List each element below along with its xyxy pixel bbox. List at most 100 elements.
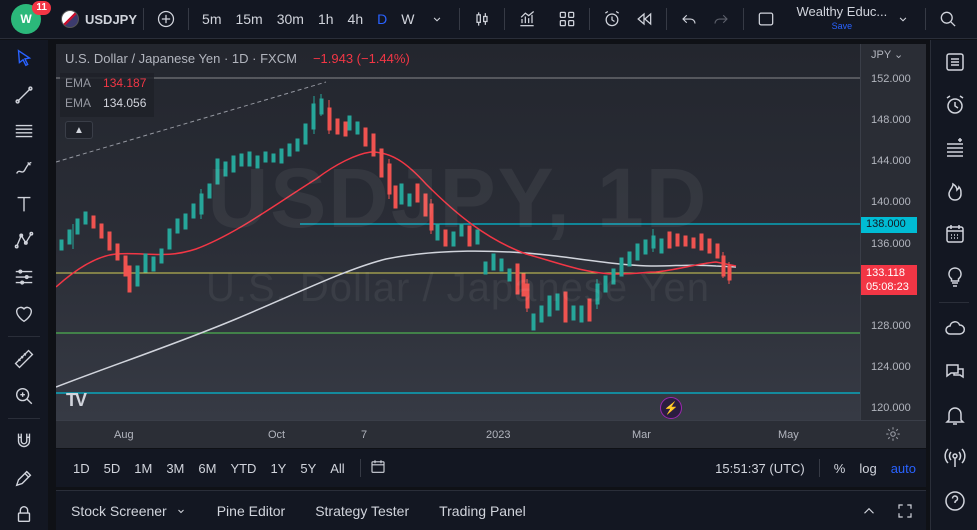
- range-5d[interactable]: 5D: [103, 460, 121, 476]
- chats-button[interactable]: [931, 350, 977, 393]
- text-tool[interactable]: [0, 186, 48, 223]
- log-scale-toggle[interactable]: log: [859, 460, 877, 476]
- hotlists-button[interactable]: [931, 169, 977, 212]
- alerts-button[interactable]: [931, 83, 977, 126]
- chevron-down-icon: [899, 17, 907, 22]
- range-1d[interactable]: 1D: [73, 460, 90, 476]
- replay-button[interactable]: [628, 3, 660, 35]
- layout-selector[interactable]: Wealthy Educ... Save: [796, 5, 887, 33]
- time-tick: Oct: [268, 429, 286, 441]
- zoom-tool[interactable]: [0, 378, 48, 415]
- timeframe-dropdown[interactable]: [421, 3, 453, 35]
- layout-dropdown[interactable]: [887, 3, 919, 35]
- lock-drawings-tool[interactable]: [0, 460, 48, 497]
- goto-date-button[interactable]: [369, 458, 387, 479]
- magnet-tool[interactable]: [0, 423, 48, 460]
- range-5y[interactable]: 5Y: [300, 460, 317, 476]
- search-button[interactable]: [932, 3, 964, 35]
- prediction-tool[interactable]: [0, 259, 48, 296]
- timeframe-15m[interactable]: 15m: [235, 11, 263, 27]
- tab-trading-panel[interactable]: Trading Panel: [439, 502, 526, 519]
- watchlist-button[interactable]: [931, 40, 977, 83]
- templates-button[interactable]: [551, 3, 583, 35]
- lightning-icon[interactable]: ⚡: [660, 397, 682, 419]
- measure-tool[interactable]: [0, 341, 48, 378]
- trendline-tool[interactable]: [0, 77, 48, 114]
- streams-button[interactable]: [931, 307, 977, 350]
- alarm-clock-icon: [946, 94, 963, 114]
- pattern-tool[interactable]: [0, 223, 48, 260]
- text-t-icon: [17, 197, 31, 212]
- timeframe-4h[interactable]: 4h: [347, 11, 364, 27]
- chevron-up-icon[interactable]: [860, 502, 878, 520]
- fullscreen-layout-button[interactable]: [750, 3, 782, 35]
- rewind-icon: [637, 12, 652, 26]
- calendar-range-icon: [371, 459, 385, 473]
- cursor-tool[interactable]: [0, 40, 48, 77]
- range-all[interactable]: All: [330, 460, 345, 476]
- lightbulb-icon: [947, 266, 962, 287]
- time-axis[interactable]: Aug Oct 7 2023 Mar May: [56, 420, 926, 448]
- tab-strategy-tester[interactable]: Strategy Tester: [315, 502, 410, 519]
- notifications-button[interactable]: [931, 393, 977, 436]
- range-ytd[interactable]: YTD: [230, 460, 257, 476]
- timeframe-5m[interactable]: 5m: [202, 11, 222, 27]
- panel-controls: [860, 502, 926, 520]
- undo-icon: [682, 14, 697, 24]
- range-6m[interactable]: 6M: [198, 460, 217, 476]
- tradingview-logo-icon[interactable]: TV: [66, 390, 87, 410]
- symbol-search[interactable]: USDJPY: [61, 10, 137, 28]
- tab-stock-screener[interactable]: Stock Screener: [56, 503, 202, 519]
- horizontal-lines-icon: [15, 125, 33, 138]
- last-price-tag: 133.118 05:08:23: [861, 265, 917, 295]
- brush-tool[interactable]: [0, 150, 48, 187]
- chart-canvas[interactable]: [56, 44, 860, 420]
- range-3m[interactable]: 3M: [166, 460, 185, 476]
- timeframe-d[interactable]: D: [377, 11, 388, 27]
- divider: [188, 8, 190, 30]
- maximize-icon[interactable]: [896, 502, 914, 520]
- square-icon: [759, 12, 774, 26]
- undo-button[interactable]: [673, 3, 705, 35]
- range-1m[interactable]: 1M: [134, 460, 153, 476]
- gear-icon: [886, 427, 900, 441]
- compare-add-symbol-button[interactable]: [150, 3, 182, 35]
- timeframe-1h[interactable]: 1h: [317, 11, 334, 27]
- candles-icon: [476, 12, 489, 26]
- help-button[interactable]: [931, 479, 977, 522]
- redo-icon: [714, 14, 729, 24]
- favorites-tool[interactable]: [0, 296, 48, 333]
- divider: [666, 8, 668, 30]
- chart-type-button[interactable]: [466, 3, 498, 35]
- user-avatar[interactable]: W 11: [11, 1, 51, 34]
- price-tick: 148.000: [871, 114, 911, 126]
- percent-scale-toggle[interactable]: %: [833, 460, 846, 476]
- redo-button[interactable]: [705, 3, 737, 35]
- lock-tool[interactable]: [0, 496, 48, 530]
- tab-pine-editor[interactable]: Pine Editor: [216, 502, 286, 519]
- ema-row-slow[interactable]: EMA 134.056: [60, 93, 154, 113]
- right-sidebar: [930, 40, 977, 530]
- calendar-button[interactable]: [931, 212, 977, 255]
- notification-badge: 11: [32, 1, 51, 15]
- zoom-in-icon: [15, 387, 33, 405]
- time-tick: Aug: [114, 429, 134, 441]
- chart-legend: U.S. Dollar / Japanese Yen · 1D · FXCM −…: [65, 51, 410, 66]
- fib-tool[interactable]: [0, 113, 48, 150]
- data-window-button[interactable]: [931, 126, 977, 169]
- clock-timezone[interactable]: 15:51:37 (UTC): [715, 460, 805, 476]
- alert-button[interactable]: [596, 3, 628, 35]
- indicators-button[interactable]: [511, 3, 543, 35]
- ema-row-fast[interactable]: EMA 134.187: [60, 73, 154, 93]
- signals-button[interactable]: [931, 436, 977, 479]
- collapse-legend-button[interactable]: ▲: [65, 121, 93, 139]
- ideas-button[interactable]: [931, 255, 977, 298]
- timeframe-30m[interactable]: 30m: [276, 11, 304, 27]
- chart-settings-button[interactable]: [884, 425, 902, 448]
- range-bar-right: 15:51:37 (UTC) % log auto: [715, 459, 926, 477]
- timeframe-w[interactable]: W: [401, 11, 415, 27]
- range-1y[interactable]: 1Y: [270, 460, 287, 476]
- currency-label[interactable]: JPY ⌄: [871, 49, 904, 61]
- ema-label: EMA: [65, 96, 92, 110]
- auto-scale-toggle[interactable]: auto: [890, 460, 916, 476]
